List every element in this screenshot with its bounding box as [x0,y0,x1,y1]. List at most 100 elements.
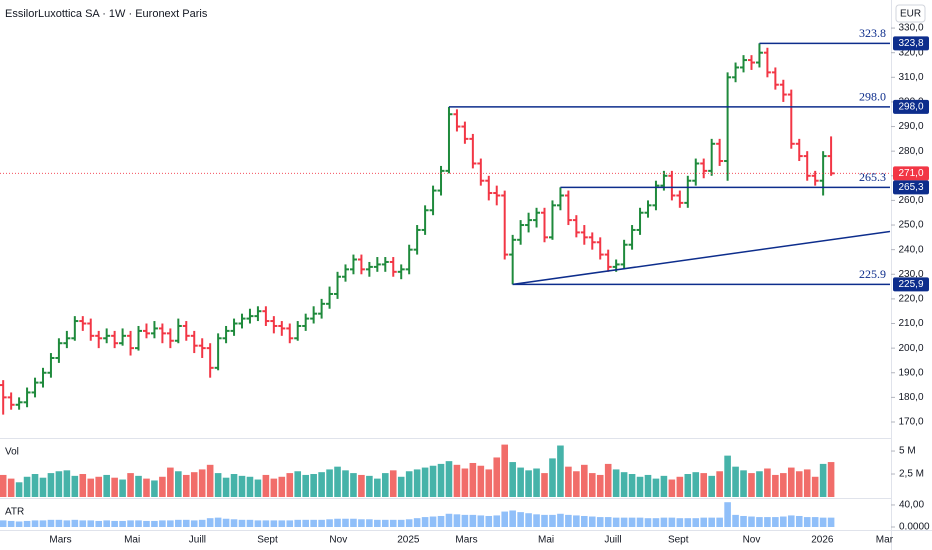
bar [214,473,222,497]
bar [501,511,509,527]
bar [190,472,198,497]
bar [47,473,55,497]
bar [469,514,477,527]
bar [620,472,628,497]
level-axis-label: 225,9 [898,279,923,290]
bar [628,474,636,497]
y-tick-label: 2,5 M [899,469,924,480]
bar [71,519,79,527]
bar [764,468,771,497]
bar [581,515,588,527]
x-tick-label: 2025 [397,535,420,546]
bar [334,466,341,497]
bar [254,479,262,497]
x-tick-label: Mai [538,535,554,546]
bar [167,520,174,527]
bar [222,477,230,497]
x-tick-label: Sept [668,535,689,546]
bar [772,474,779,497]
bar [103,474,110,497]
y-tick-label: 5 M [899,446,916,457]
bar [684,474,692,497]
level-label: 265.3 [859,170,886,184]
currency[interactable]: EUR [900,9,921,20]
y-tick-label: 230,0 [898,269,923,280]
bar [795,471,803,497]
bar [39,477,47,497]
bar [644,518,652,527]
bar [612,517,620,527]
bar [445,513,453,527]
bar [811,517,819,527]
bar [565,514,572,527]
bar [668,517,676,527]
bar [716,517,723,527]
bar [485,469,493,497]
y-tick-label: 280,0 [898,146,923,157]
bar [588,473,596,497]
bar [95,520,103,527]
bar [405,519,413,527]
bar [254,520,262,527]
bar [533,468,540,497]
bar [389,519,397,527]
x-tick-label: 2026 [811,535,834,546]
bar [334,518,341,527]
bar [453,514,461,527]
bar [151,480,158,497]
bar [764,517,771,527]
bar [238,475,246,497]
last-price-box [893,166,929,181]
x-tick-label: Nov [329,535,347,546]
bar [381,473,389,497]
bar [748,516,755,527]
bar [342,518,349,527]
bar [684,518,692,527]
bar [541,514,548,527]
y-tick-label: 220,0 [898,294,923,305]
bar [79,520,87,527]
bar [628,517,636,527]
bar [119,520,126,527]
bar [119,479,126,497]
y-tick-label: 240,0 [898,244,923,255]
bar [517,467,524,497]
bar [811,476,819,497]
bar [159,520,166,527]
bar [819,517,827,527]
bar [318,519,325,527]
bar [469,462,477,497]
bar [381,519,389,527]
bar [63,520,71,527]
currency-box[interactable] [895,4,926,23]
bar [374,478,381,497]
bar [0,474,7,497]
bar [175,471,182,497]
x-tick-label: Sept [257,535,278,546]
bar [780,473,787,497]
bar [238,519,246,527]
x-tick-label: Nov [743,535,761,546]
bar [397,476,405,497]
bar [374,519,381,527]
bar [732,466,739,497]
bar [246,519,254,527]
bar [358,519,365,527]
bar [700,473,708,497]
bar [246,476,254,497]
bar [557,445,564,497]
bar [127,520,134,527]
bar [230,519,238,527]
bar [350,518,357,527]
bar [342,470,349,497]
bar [143,478,150,497]
bar [708,517,715,527]
bar [445,461,453,497]
bar [541,473,548,497]
bar [517,512,524,527]
bar [111,520,118,527]
bar [278,476,286,497]
